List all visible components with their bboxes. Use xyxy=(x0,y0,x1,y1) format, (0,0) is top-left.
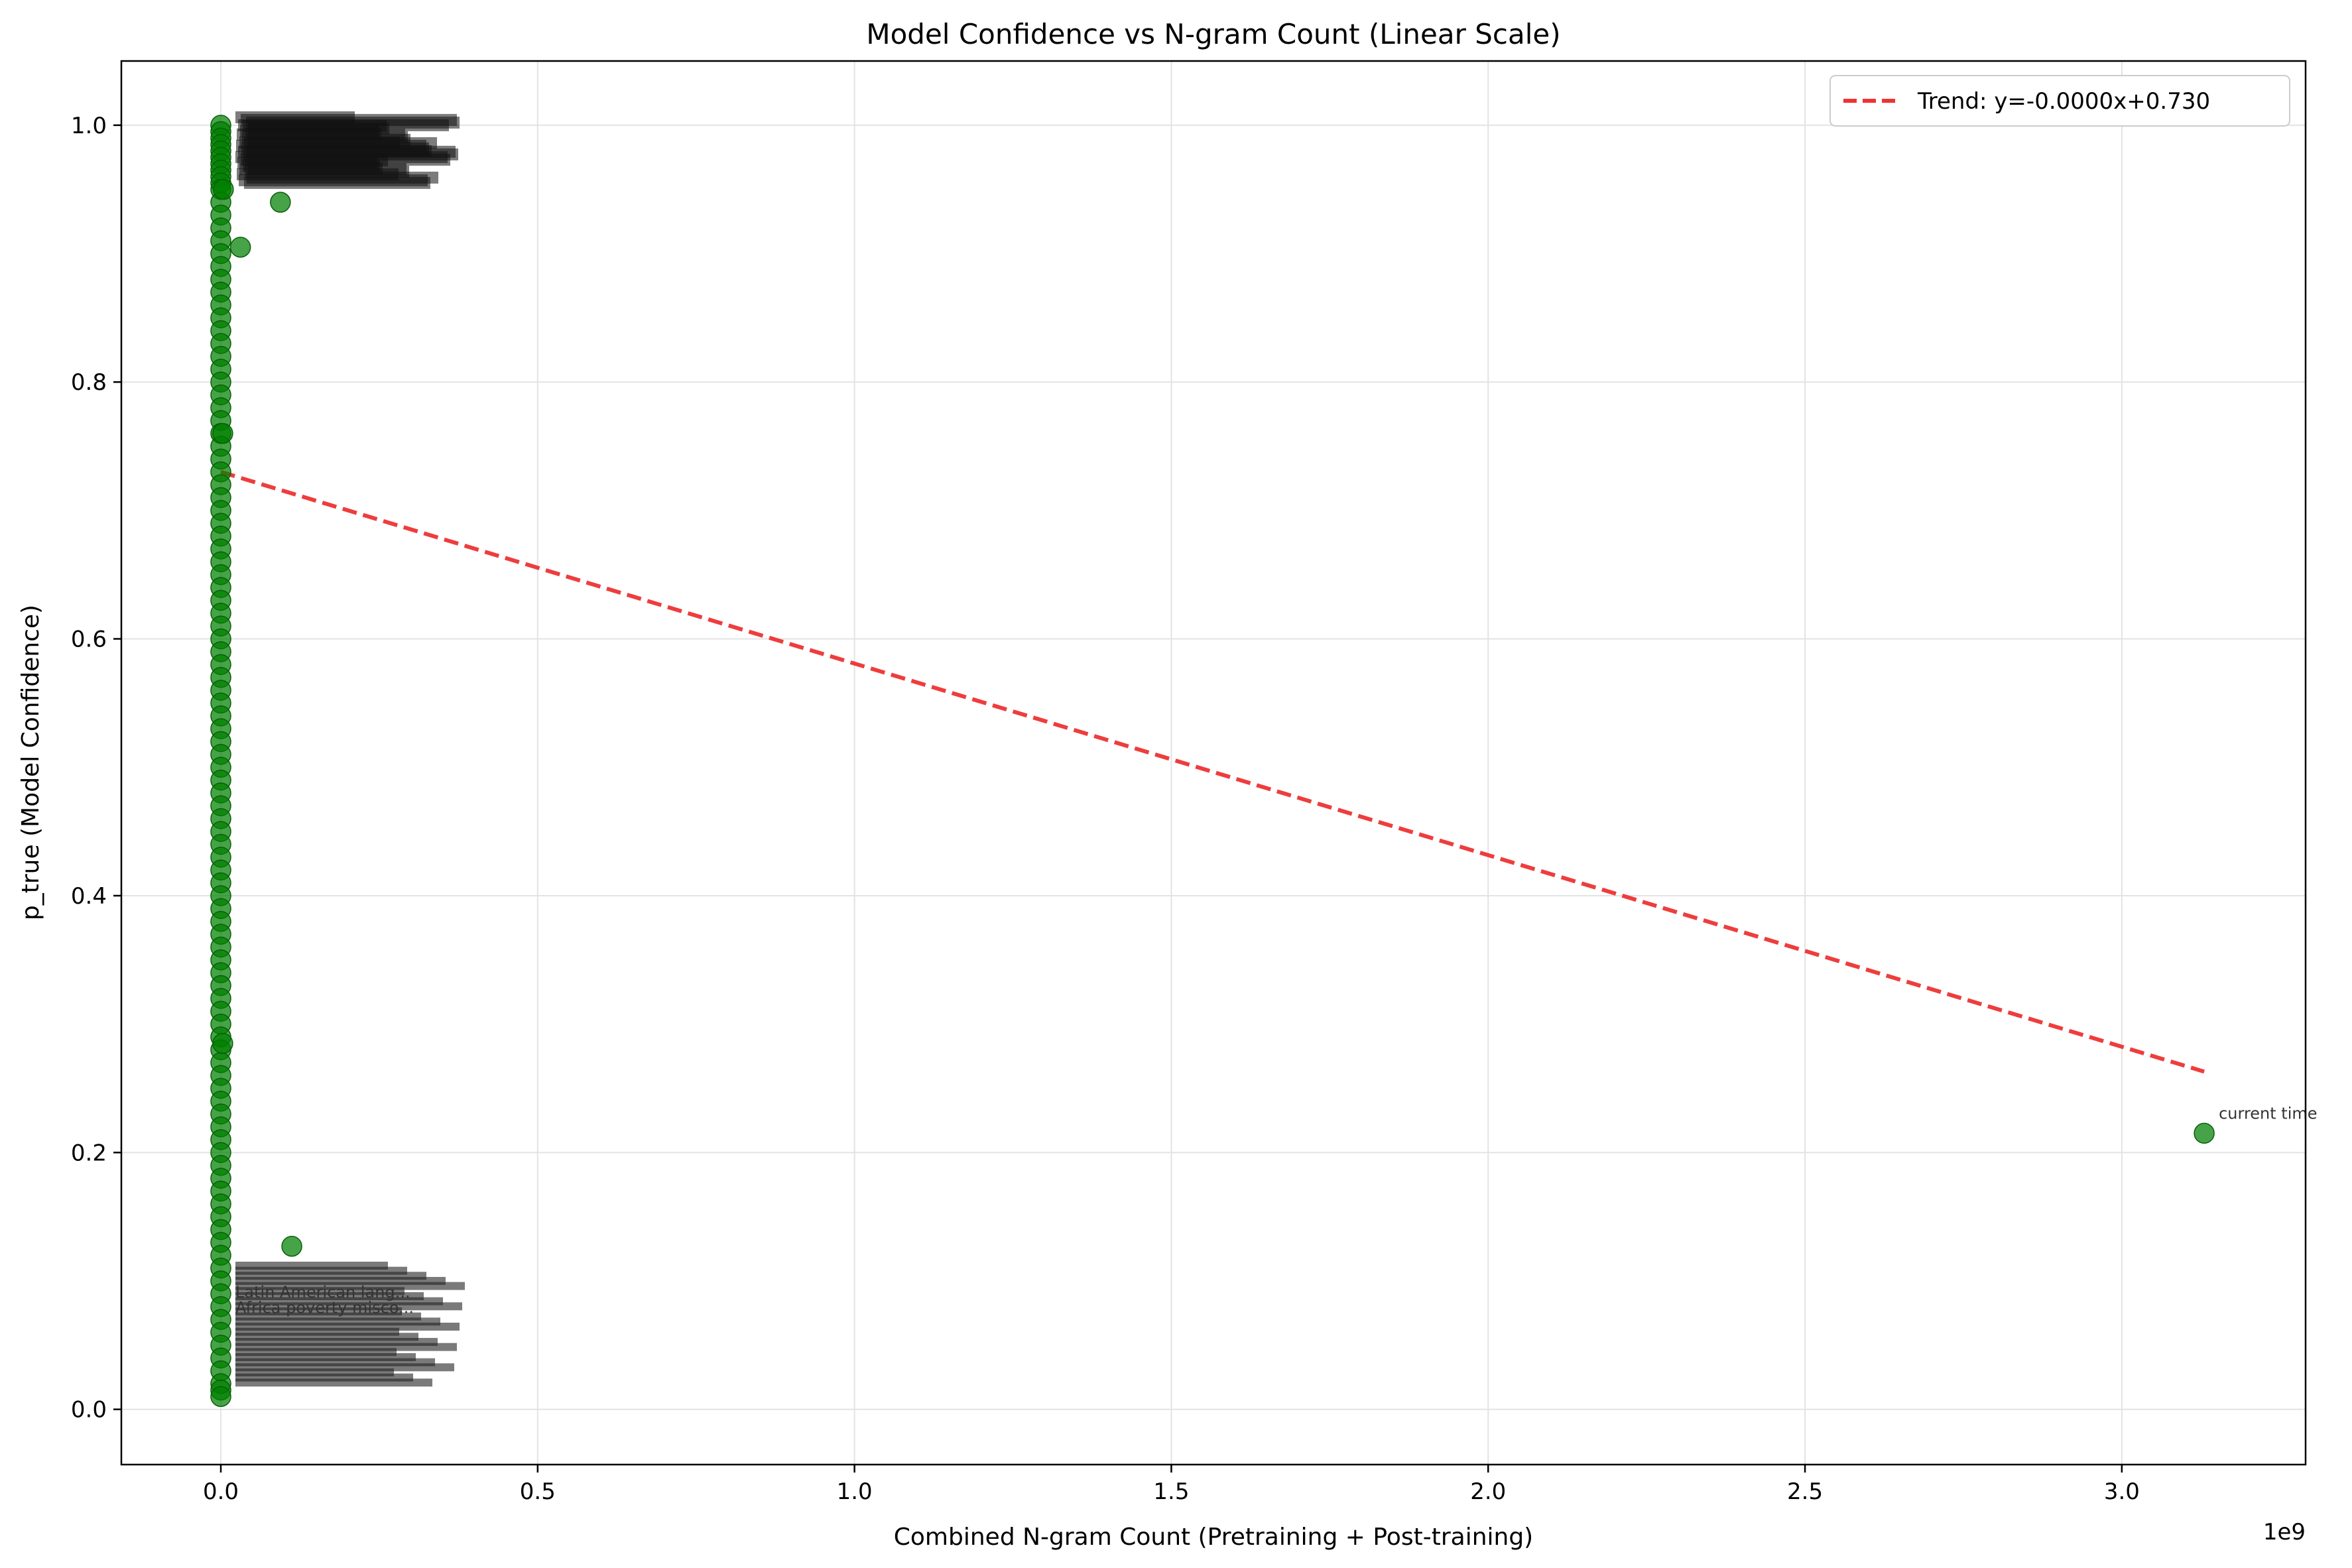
y-tick-label: 1.0 xyxy=(71,113,107,139)
annotation-clusters: Latin American lang...Africa poverty mis… xyxy=(235,111,465,1387)
data-point xyxy=(210,1386,231,1408)
legend: Trend: y=-0.0000x+0.730 xyxy=(1829,75,2290,127)
y-tick-label: 0.0 xyxy=(71,1397,107,1423)
x-tick-label: 3.0 xyxy=(2104,1478,2140,1505)
y-tick-label: 0.6 xyxy=(71,627,107,653)
cluster-fragment: Latin American lang... xyxy=(235,1283,410,1301)
y-axis-ticks: 0.0 0.2 0.4 0.6 0.8 1.0 xyxy=(71,113,121,1423)
legend-trend-label: Trend: y=-0.0000x+0.730 xyxy=(1917,88,2210,115)
x-tick-label: 1.0 xyxy=(837,1478,873,1505)
chart-title: Model Confidence vs N-gram Count (Linear… xyxy=(866,18,1560,50)
overlapping-label xyxy=(235,1378,433,1387)
grid xyxy=(121,61,2306,1465)
x-tick-label: 2.5 xyxy=(1787,1478,1823,1505)
x-tick-label: 0.5 xyxy=(520,1478,556,1505)
points-layer: current time xyxy=(210,115,2318,1408)
point-annotation: current time xyxy=(2219,1104,2317,1122)
x-axis-offset-label: 1e9 xyxy=(2263,1519,2306,1545)
y-tick-label: 0.4 xyxy=(71,883,107,910)
trend-line xyxy=(220,469,2205,1074)
trend-layer xyxy=(220,469,2205,1074)
data-point xyxy=(212,422,233,444)
overlapping-label xyxy=(244,176,431,189)
data-point xyxy=(213,178,234,200)
data-point xyxy=(2194,1122,2215,1144)
cluster-fragment: Africa poverty misco... xyxy=(235,1298,414,1317)
y-axis-title: p_true (Model Confidence) xyxy=(17,605,44,920)
plot-frame xyxy=(120,60,2307,1466)
y-tick-label: 0.8 xyxy=(71,369,107,396)
overlapping-label xyxy=(248,162,383,174)
y-tick-label: 0.2 xyxy=(71,1140,107,1166)
data-point xyxy=(270,192,291,213)
x-tick-label: 0.0 xyxy=(203,1478,239,1505)
x-axis-ticks: 0.0 0.5 1.0 1.5 2.0 2.5 3.0 xyxy=(203,1465,2140,1505)
x-axis-title: Combined N-gram Count (Pretraining + Pos… xyxy=(894,1524,1533,1551)
x-tick-label: 1.5 xyxy=(1153,1478,1189,1505)
x-tick-label: 2.0 xyxy=(1470,1478,1506,1505)
legend-box xyxy=(1829,75,2290,127)
data-point xyxy=(229,237,251,258)
data-point xyxy=(212,1032,233,1054)
data-point xyxy=(281,1235,302,1257)
